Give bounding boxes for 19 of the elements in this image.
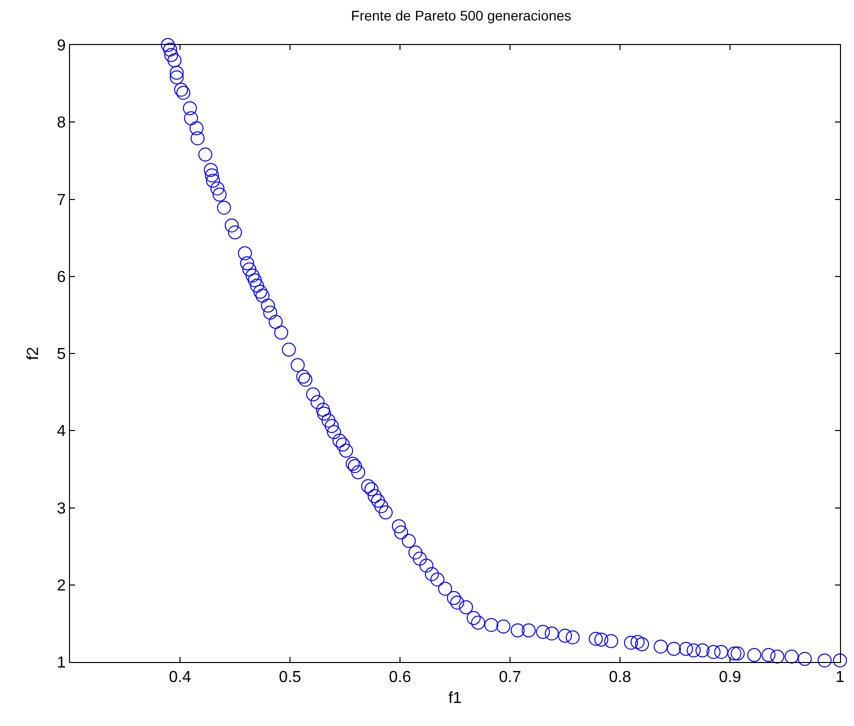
- y-tick-label: 6: [56, 268, 66, 286]
- y-axis-title: f2: [24, 346, 42, 360]
- y-tick-label: 1: [56, 654, 66, 672]
- x-tick-label: 0.4: [168, 669, 192, 686]
- y-tick-label: 7: [56, 192, 66, 209]
- y-tick-label: 5: [56, 346, 66, 364]
- x-tick-label: 0.6: [388, 669, 412, 686]
- x-tick-label: 0.9: [718, 669, 742, 686]
- x-axis-title: f1: [448, 690, 462, 707]
- x-tick-label: 0.7: [498, 669, 522, 686]
- y-tick-label: 3: [56, 500, 66, 518]
- y-tick-label: 9: [56, 38, 66, 55]
- x-tick-label: 1: [836, 669, 845, 686]
- y-tick-label: 4: [56, 423, 66, 440]
- y-tick-label: 2: [56, 577, 66, 594]
- x-tick-label: 0.8: [608, 669, 632, 686]
- y-tick-label: 8: [56, 114, 66, 132]
- chart-title: Frente de Pareto 500 generaciones: [351, 8, 572, 24]
- x-tick-label: 0.5: [278, 669, 302, 686]
